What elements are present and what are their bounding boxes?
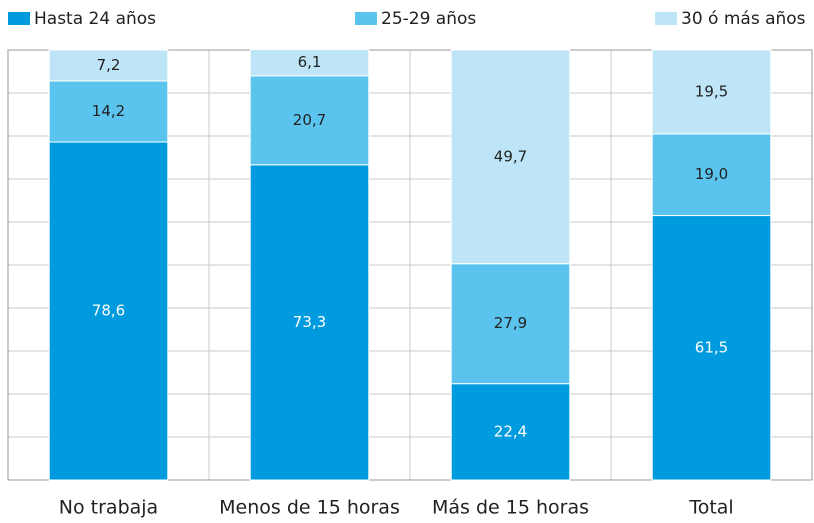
x-tick-label: Total [688, 497, 733, 519]
plot-border [7, 49, 813, 481]
bar-segment [450, 49, 571, 265]
bar-segment [48, 49, 169, 82]
legend-label: Hasta 24 años [34, 9, 156, 29]
x-tick-label: Más de 15 horas [432, 497, 589, 519]
legend-swatch [655, 12, 677, 25]
bar-segment [450, 263, 571, 385]
value-label: 19,5 [695, 82, 728, 100]
legend-swatch [8, 12, 30, 25]
bar-segment [48, 80, 169, 143]
value-label: 6,1 [298, 53, 322, 71]
value-label: 20,7 [293, 111, 326, 129]
bar-segment [651, 215, 772, 481]
legend-label: 30 ó más años [681, 9, 806, 29]
value-label: 78,6 [92, 302, 125, 320]
value-label: 49,7 [494, 147, 527, 165]
bar-segment [249, 49, 370, 77]
legend-swatch [355, 12, 377, 25]
value-label: 73,3 [293, 313, 326, 331]
x-tick-label: Menos de 15 horas [219, 497, 400, 519]
bar-segment [651, 49, 772, 135]
bar-segment [249, 164, 370, 481]
value-label: 7,2 [97, 56, 121, 74]
bar-segment [651, 133, 772, 217]
bar-segment [450, 383, 571, 481]
value-label: 19,0 [695, 165, 728, 183]
value-label: 27,9 [494, 314, 527, 332]
value-label: 22,4 [494, 422, 527, 440]
x-tick-label: No trabaja [59, 497, 158, 519]
bar-segment [48, 141, 169, 481]
value-label: 14,2 [92, 102, 125, 120]
value-label: 61,5 [695, 338, 728, 356]
legend-label: 25-29 años [381, 9, 476, 29]
